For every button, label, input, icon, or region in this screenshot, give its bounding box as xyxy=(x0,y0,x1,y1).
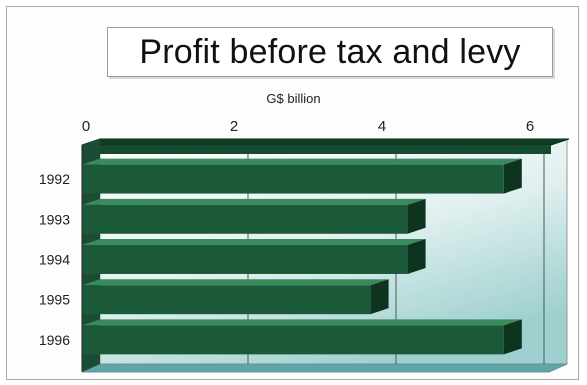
y-tick-label: 1994 xyxy=(39,252,70,268)
chart-top-band-front xyxy=(82,145,551,154)
bar-end-face xyxy=(407,198,426,234)
bar-end-face xyxy=(503,158,522,194)
bar xyxy=(82,325,504,355)
bar-top-face xyxy=(82,239,426,246)
bar-end-face xyxy=(407,239,426,274)
chart-top-band xyxy=(81,138,570,146)
bar-top-face xyxy=(82,319,522,326)
x-tick-label: 6 xyxy=(526,118,534,135)
x-tick-label: 0 xyxy=(82,118,90,135)
y-tick-label: 1996 xyxy=(39,332,70,348)
bar xyxy=(82,285,371,315)
chart-title-box: Profit before tax and levy xyxy=(107,27,553,77)
y-tick-label: 1993 xyxy=(39,211,70,227)
bar-top-face xyxy=(82,198,426,205)
x-tick-label: 2 xyxy=(230,118,238,135)
bar xyxy=(82,164,504,194)
x-tick-label: 4 xyxy=(378,118,386,135)
chart-title: Profit before tax and levy xyxy=(139,32,521,71)
y-tick-label: 1995 xyxy=(39,292,70,308)
plot-floor xyxy=(81,363,568,373)
axis-unit-label: G$ billion xyxy=(266,91,321,106)
bar-end-face xyxy=(370,279,389,315)
y-tick-label: 1992 xyxy=(39,171,70,187)
bar xyxy=(82,245,408,274)
bar-end-face xyxy=(503,319,522,355)
bar-top-face xyxy=(82,158,522,165)
bar xyxy=(82,204,408,234)
bar-top-face xyxy=(82,279,389,286)
